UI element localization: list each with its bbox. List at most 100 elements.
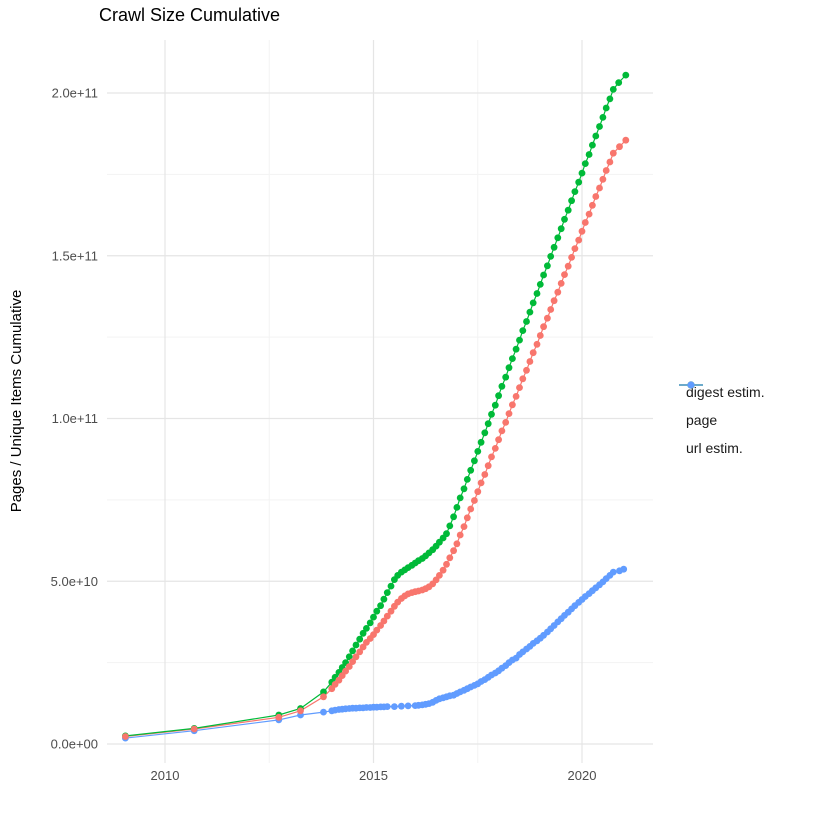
- data-point-digest: [609, 149, 617, 157]
- legend-label-page: page: [686, 412, 718, 428]
- data-point-digest: [557, 280, 565, 287]
- data-point-digest: [356, 648, 364, 656]
- data-point-url: [404, 702, 412, 710]
- data-point-digest: [450, 547, 457, 555]
- data-point-page: [352, 641, 360, 649]
- data-point-page: [547, 253, 555, 260]
- data-point-url: [383, 703, 391, 710]
- data-point-digest: [453, 540, 461, 548]
- data-point-digest: [554, 288, 562, 296]
- data-point-page: [366, 619, 374, 627]
- data-point-page: [471, 457, 478, 465]
- data-point-digest: [571, 245, 579, 253]
- data-point-digest: [575, 236, 583, 244]
- x-tick-label: 2020: [568, 768, 597, 783]
- data-point-digest: [439, 566, 447, 574]
- data-point-page: [523, 318, 530, 325]
- series-line-url: [125, 568, 624, 739]
- data-point-digest: [443, 560, 450, 568]
- data-point-digest: [297, 707, 304, 715]
- data-point-digest: [544, 314, 551, 322]
- data-point-page: [602, 104, 610, 112]
- data-point-page: [585, 151, 593, 158]
- data-point-digest: [509, 401, 516, 409]
- data-point-page: [502, 373, 510, 381]
- data-point-digest: [602, 167, 610, 174]
- data-point-page: [477, 438, 485, 446]
- chart-title: Crawl Size Cumulative: [99, 5, 281, 25]
- data-point-digest: [561, 271, 568, 278]
- data-point-page: [575, 178, 583, 186]
- data-point-page: [606, 95, 614, 103]
- data-point-digest: [606, 158, 614, 166]
- data-point-digest: [467, 505, 475, 513]
- data-point-digest: [536, 332, 544, 339]
- x-tick-label: 2010: [151, 768, 180, 783]
- data-point-digest: [533, 340, 541, 348]
- data-point-digest: [456, 531, 464, 539]
- data-point-digest: [547, 306, 555, 313]
- data-point-page: [380, 595, 388, 603]
- legend: digest estim. page url estim.: [678, 378, 765, 462]
- data-point-digest: [516, 384, 523, 391]
- y-tick-label: 5.0e+10: [51, 574, 98, 589]
- data-point-page: [356, 635, 364, 643]
- data-point-page: [345, 653, 353, 661]
- data-point-page: [540, 271, 547, 279]
- data-point-page: [568, 197, 575, 205]
- data-point-url: [609, 568, 617, 576]
- data-point-page: [533, 290, 541, 297]
- x-tick-label: 2015: [359, 768, 388, 783]
- data-point-digest: [345, 663, 353, 670]
- data-point-url: [320, 708, 327, 716]
- data-point-url: [398, 702, 405, 710]
- data-point-page: [474, 448, 482, 455]
- data-point-digest: [380, 617, 388, 625]
- data-point-page: [571, 188, 579, 196]
- data-point-page: [463, 476, 471, 483]
- data-point-page: [516, 336, 523, 344]
- data-point-digest: [526, 358, 534, 365]
- data-point-digest: [383, 612, 391, 620]
- data-point-page: [519, 327, 527, 334]
- data-point-page: [443, 530, 450, 538]
- data-point-page: [349, 647, 356, 655]
- data-point-page: [581, 160, 589, 168]
- legend-item-url: url estim.: [678, 381, 765, 462]
- data-point-digest: [352, 653, 360, 661]
- data-point-digest: [122, 733, 129, 740]
- data-point-digest: [477, 479, 485, 487]
- data-point-page: [561, 215, 568, 223]
- data-point-page: [498, 382, 506, 390]
- data-point-page: [557, 225, 565, 233]
- data-point-page: [481, 429, 489, 437]
- data-point-digest: [523, 366, 530, 374]
- data-point-digest: [484, 462, 492, 470]
- data-point-digest: [275, 713, 283, 721]
- data-point-digest: [481, 471, 489, 478]
- y-tick-label: 1.0e+11: [52, 411, 98, 426]
- data-point-page: [536, 281, 544, 288]
- data-point-page: [526, 308, 534, 316]
- data-point-page: [359, 629, 367, 637]
- data-point-page: [509, 355, 516, 362]
- data-point-digest: [387, 607, 395, 615]
- data-point-digest: [491, 445, 499, 452]
- data-point-page: [599, 114, 607, 121]
- data-point-digest: [550, 297, 558, 305]
- data-point-digest: [488, 453, 495, 461]
- data-point-page: [484, 420, 492, 428]
- data-point-page: [370, 613, 377, 621]
- data-point-digest: [498, 427, 506, 435]
- data-point-page: [467, 466, 475, 474]
- data-point-page: [529, 299, 537, 307]
- data-point-digest: [349, 658, 356, 665]
- data-point-page: [446, 522, 454, 530]
- data-point-page: [578, 169, 586, 177]
- series-line-digest: [125, 139, 627, 738]
- data-point-digest: [460, 523, 468, 530]
- data-point-digest: [519, 375, 527, 383]
- data-point-digest: [564, 262, 572, 270]
- legend-label-url: url estim.: [686, 440, 743, 456]
- data-point-digest: [592, 193, 600, 200]
